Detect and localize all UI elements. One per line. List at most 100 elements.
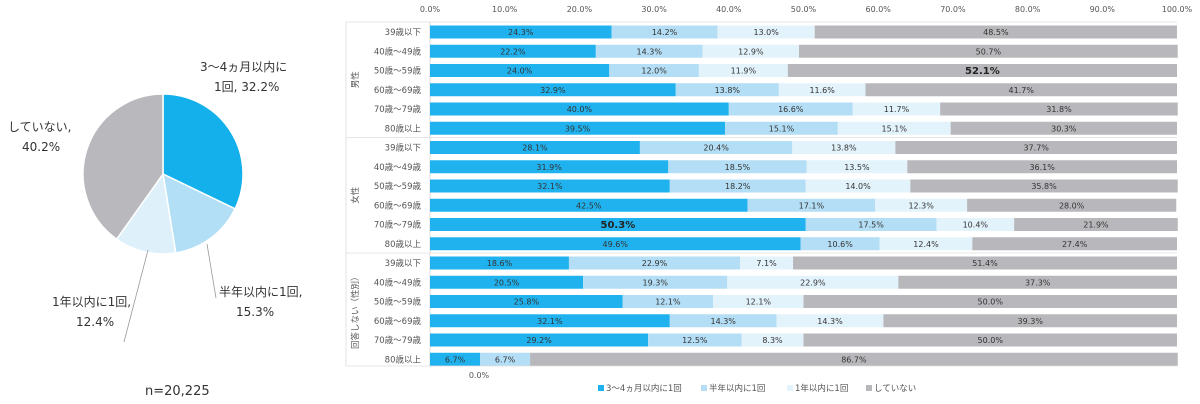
bar-segment [1014,218,1178,231]
pie-label: 40.2% [22,140,60,154]
data-label: 8.3% [762,336,783,345]
bar-segment [702,44,800,58]
pie-label: していない, [8,120,71,134]
bar-segment [803,295,1177,308]
data-label: 11.6% [809,86,835,95]
row-label: 40歳〜49歳 [374,46,422,57]
data-label: 37.7% [1023,144,1049,153]
data-label: 6.7% [445,355,466,364]
bar-segment [430,237,801,251]
data-label: 18.2% [725,182,751,191]
bar-segment [727,275,899,289]
x-tick-label: 70.0% [940,5,966,14]
bar-segment [725,121,838,135]
leader-line [206,243,217,299]
row-label: 70歳〜79歳 [374,220,422,231]
bar-segment [568,256,741,270]
group-label: 女性 [350,186,361,204]
bar-segment [852,102,941,116]
data-label: 32.1% [537,182,563,191]
row-label: 80歳以上 [385,123,422,134]
x-tick-label: 60.0% [865,5,891,14]
bar-segment [430,333,649,347]
x-tick-label: 100.0% [1162,5,1193,14]
bar-segment [430,275,584,289]
x-tick-label: 80.0% [1015,5,1041,14]
data-label: 20.4% [703,144,729,153]
bar-segment [740,256,794,270]
data-label: 12.3% [908,201,934,210]
data-label: 12.1% [746,298,772,307]
pie-slice [162,93,244,210]
data-label: 35.8% [1031,182,1057,191]
group-label: 回答しない（性別） [350,272,361,349]
row-label: 39歳以下 [385,258,422,269]
row-label: 39歳以下 [385,27,422,38]
bar-segment [430,218,806,231]
data-label: 13.8% [831,144,857,153]
bar-segment [669,314,777,328]
data-label: 14.0% [845,182,871,191]
data-label: 25.8% [514,298,540,307]
data-label: 37.3% [1025,278,1051,287]
bar-segment [747,198,876,212]
data-label: 52.1% [965,66,1000,77]
bar-segment [940,102,1178,116]
data-label: 50.0% [978,336,1004,345]
bar-segment [675,83,779,97]
leader-line [123,249,149,343]
bar-segment [895,141,1177,154]
legend-label: 半年以内に1回 [709,383,765,394]
data-label: 13.5% [844,163,870,172]
data-label: 17.5% [858,221,884,230]
data-label: 28.1% [522,144,548,153]
row-label: 39歳以下 [385,143,422,154]
bar-segment [799,44,1178,58]
legend-swatch [787,385,793,391]
pie-label: 3〜4ヵ月以内に [200,60,287,74]
group-label: 男性 [350,71,361,89]
bar-segment [875,198,968,212]
bar-segment [583,275,728,289]
data-label: 14.2% [652,28,678,37]
row-label: 80歳以上 [385,239,422,250]
legend-swatch [866,385,872,391]
pie-label: 1年以内に1回, [52,295,131,309]
data-label: 18.6% [487,259,513,268]
data-label: 48.5% [983,28,1009,37]
bar-segment [950,121,1177,135]
bar-segment [741,333,804,347]
bar-segment [639,141,793,154]
row-label: 40歳〜49歳 [374,277,422,288]
bar-segment [430,141,640,154]
data-label: 49.6% [603,240,629,249]
bar-segment [717,25,815,39]
data-label: 10.4% [963,221,989,230]
data-label: 40.0% [567,105,593,114]
bar-segment [972,237,1177,251]
bar-segment [865,83,1177,97]
data-label: 30.3% [1051,124,1077,133]
bar-segment [595,44,703,58]
data-label: 86.7% [841,355,867,364]
row-label: 50歳〜59歳 [374,66,422,77]
data-label: 27.4% [1062,240,1088,249]
data-label: 14.3% [817,317,843,326]
bar-segment [430,25,612,39]
row-label: 70歳〜79歳 [374,335,422,346]
data-label: 41.7% [1009,86,1035,95]
bar-segment [480,352,531,366]
x-tick-label: 0.0% [420,5,441,14]
legend-swatch [701,385,707,391]
data-label: 10.6% [827,240,853,249]
data-label: 12.4% [913,240,939,249]
data-label: 32.1% [537,317,563,326]
x-tick-label: 20.0% [567,5,593,14]
pie-label: 12.4% [76,315,114,329]
data-label: 12.5% [682,336,708,345]
row-label: 50歳〜59歳 [374,181,422,192]
data-label: 22.9% [800,278,826,287]
data-label: 6.7% [495,355,516,364]
bar-segment [883,314,1177,328]
